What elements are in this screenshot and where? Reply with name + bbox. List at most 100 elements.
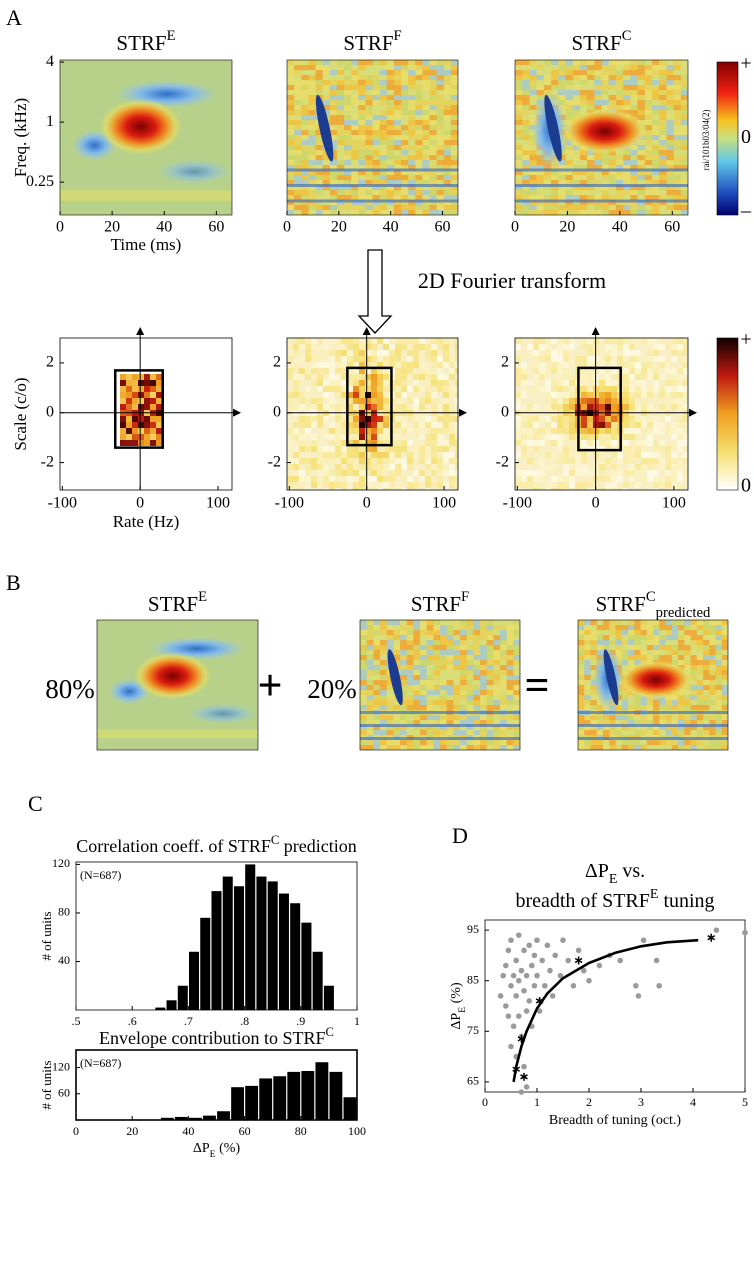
heatmap-cell: [522, 145, 530, 151]
spectrum-cell: [635, 440, 641, 446]
spectrum-cell: [353, 458, 359, 464]
scatter-point: [597, 963, 603, 969]
chart-title: STRFE: [116, 28, 175, 54]
heatmap-cell: [351, 135, 359, 141]
spectrum-cell: [563, 338, 569, 344]
heatmap-cell: [344, 155, 352, 161]
heatmap-cell: [578, 645, 585, 651]
spectrum-cell: [329, 422, 335, 428]
heatmap-cell: [515, 145, 523, 151]
spectrum-cell: [371, 446, 377, 452]
heatmap-cell: [394, 160, 402, 166]
spectrum-cell: [569, 452, 575, 458]
spectrum-cell: [545, 356, 551, 362]
heatmap-cell: [659, 120, 667, 126]
heatmap-cell: [681, 205, 689, 211]
spectrum-cell: [407, 482, 413, 488]
heatmap-cell: [337, 130, 345, 136]
heatmap-cell: [427, 625, 434, 631]
heatmap-cell: [367, 630, 374, 636]
heatmap-cell: [722, 685, 729, 691]
heatmap-cell: [365, 155, 373, 161]
heatmap-cell: [367, 640, 374, 646]
spectrum-cell: [587, 374, 593, 380]
spectrum-cell: [132, 386, 138, 392]
spectrum-cell: [335, 350, 341, 356]
heatmap-cell: [578, 740, 585, 746]
spectrum-cell: [611, 452, 617, 458]
spectrum-cell: [545, 392, 551, 398]
spectrum-cell: [413, 362, 419, 368]
heatmap-cell: [515, 150, 523, 156]
heatmap-cell: [367, 700, 374, 706]
heatmap-cell: [437, 100, 445, 106]
scatter-point: [586, 978, 592, 984]
heatmap-cell: [344, 85, 352, 91]
heatmap-cell: [603, 625, 610, 631]
spectrum-cell: [413, 422, 419, 428]
heatmap-cell: [493, 740, 500, 746]
heatmap-cell: [380, 140, 388, 146]
heatmap-cell: [351, 100, 359, 106]
heatmap-cell: [551, 80, 559, 86]
heatmap-cell: [674, 175, 682, 181]
heatmap-cell: [529, 90, 537, 96]
heatmap-cell: [703, 685, 710, 691]
heatmap-cell: [451, 65, 459, 71]
heatmap-cell: [451, 100, 459, 106]
heatmap-cell: [351, 85, 359, 91]
heatmap-cell: [294, 140, 302, 146]
heatmap-cell: [351, 65, 359, 71]
heatmap-cell: [630, 70, 638, 76]
heatmap-cell: [558, 70, 566, 76]
heatmap-cell: [716, 745, 723, 751]
heatmap-cell: [722, 715, 729, 721]
y-axis-label: # of units: [39, 1060, 54, 1109]
spectrum-cell: [347, 470, 353, 476]
spectrum-cell: [515, 476, 521, 482]
spectrum-cell: [449, 482, 455, 488]
spectrum-cell: [413, 386, 419, 392]
spectrum-cell: [144, 440, 150, 446]
spectrum-cell: [557, 458, 563, 464]
heatmap-cell: [584, 680, 591, 686]
heatmap-cell: [522, 120, 530, 126]
heatmap-cell: [628, 730, 635, 736]
heatmap-cell: [622, 650, 629, 656]
spectrum-cell: [611, 338, 617, 344]
spectrum-cell: [587, 422, 593, 428]
heatmap-cell: [659, 205, 667, 211]
heatmap-cell: [666, 115, 674, 121]
y-tick-label: 85: [467, 972, 479, 986]
heatmap-cell: [380, 645, 387, 651]
spectrum-cell: [413, 428, 419, 434]
spectrum-cell: [671, 368, 677, 374]
heatmap-cell: [634, 705, 641, 711]
heatmap-cell: [722, 740, 729, 746]
heatmap-cell: [301, 85, 309, 91]
heatmap-cell: [659, 125, 667, 131]
heatmap-cell: [558, 75, 566, 81]
heatmap-cell: [360, 665, 367, 671]
spectrum-cell: [533, 386, 539, 392]
heatmap-cell: [697, 655, 704, 661]
heatmap-cell: [487, 630, 494, 636]
spectrum-cell: [377, 464, 383, 470]
y-tick-label: 2: [501, 354, 509, 371]
spectrum-cell: [335, 392, 341, 398]
spectrum-cell: [647, 422, 653, 428]
heatmap-cell: [580, 160, 588, 166]
spectrum-cell: [563, 368, 569, 374]
heatmap-cell: [467, 640, 474, 646]
heatmap-cell: [427, 665, 434, 671]
heatmap-cell: [380, 675, 387, 681]
heatmap-cell: [287, 100, 295, 106]
spectrum-cell: [341, 368, 347, 374]
spectrum-cell: [539, 356, 545, 362]
heatmap-cell: [451, 75, 459, 81]
heatmap-cell: [616, 70, 624, 76]
heatmap-cell: [507, 645, 514, 651]
heatmap-cell: [672, 650, 679, 656]
heatmap-cell: [616, 190, 624, 196]
spectrum-cell: [521, 374, 527, 380]
